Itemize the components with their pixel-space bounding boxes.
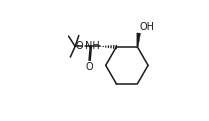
Text: NH: NH <box>85 41 100 51</box>
Text: O: O <box>85 62 93 72</box>
Text: OH: OH <box>140 23 155 32</box>
Polygon shape <box>137 33 140 47</box>
Text: O: O <box>75 41 83 51</box>
